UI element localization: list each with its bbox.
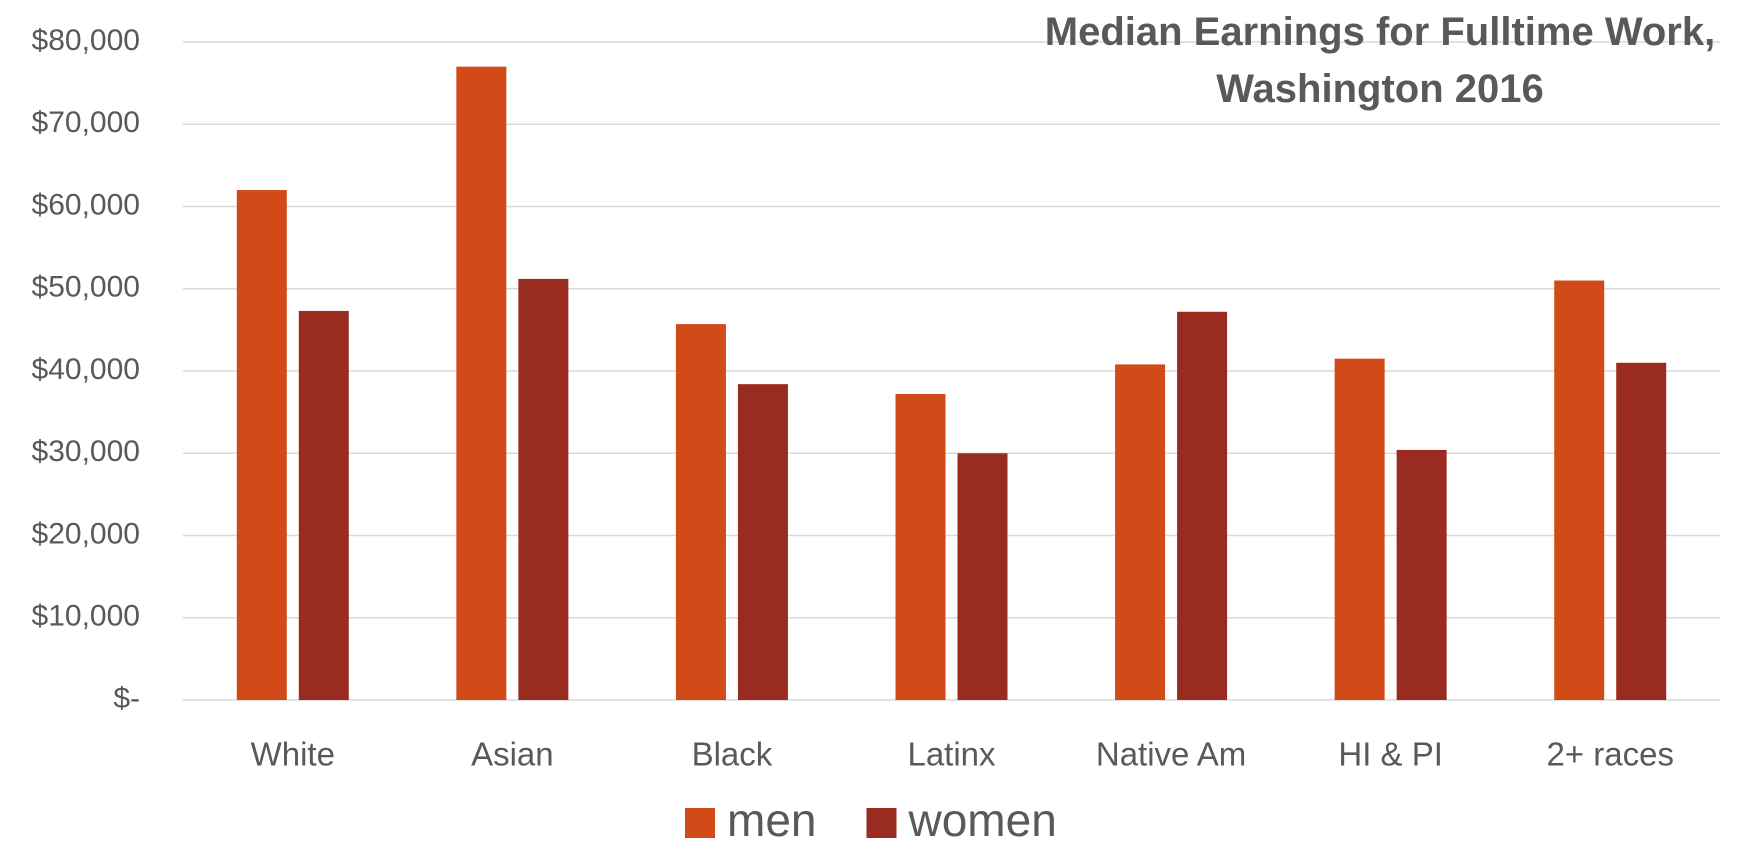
bar: [737, 384, 788, 700]
bar: [298, 310, 349, 700]
x-tick-label: Asian: [471, 736, 554, 773]
y-tick-label: $50,000: [32, 271, 140, 304]
bar: [1554, 280, 1605, 700]
x-tick-label: HI & PI: [1338, 736, 1443, 773]
bar: [675, 324, 726, 700]
y-tick-label: $20,000: [32, 517, 140, 550]
y-tick-label: $60,000: [32, 188, 140, 221]
y-tick-label: $-: [113, 682, 140, 715]
x-tick-label: White: [251, 736, 335, 773]
bar: [456, 66, 507, 701]
legend-label: women: [907, 794, 1056, 844]
y-tick-label: $30,000: [32, 435, 140, 468]
bar: [1396, 449, 1447, 700]
x-tick-label: 2+ races: [1546, 736, 1674, 773]
y-tick-label: $40,000: [32, 353, 140, 386]
x-tick-label: Latinx: [907, 736, 996, 773]
chart-title: Median Earnings for Fulltime Work, Washi…: [1044, 10, 1716, 111]
bar: [1177, 311, 1228, 700]
x-tick-label: Black: [692, 736, 773, 773]
bar: [1115, 364, 1166, 700]
legend-swatch: [685, 808, 715, 838]
y-tick-label: $80,000: [32, 24, 140, 57]
bar: [1616, 362, 1667, 700]
y-tick-label: $10,000: [32, 600, 140, 633]
legend-swatch: [866, 808, 897, 838]
bar: [1334, 358, 1385, 700]
bar: [518, 278, 569, 700]
x-tick-label: Native Am: [1096, 736, 1246, 773]
bar: [957, 453, 1008, 700]
bar: [895, 394, 946, 700]
bar: [236, 190, 287, 701]
y-tick-label: $70,000: [32, 106, 140, 139]
legend-label: men: [727, 794, 816, 844]
